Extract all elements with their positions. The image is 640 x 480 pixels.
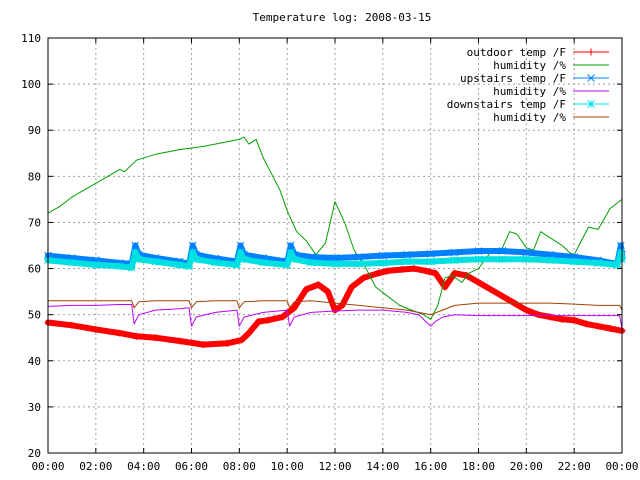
data-point <box>283 261 292 269</box>
y-tick-label: 100 <box>21 78 41 91</box>
axis-ticks: 20 30 40 50 60 70 80 90 100 110 00:00 02:00 04:00 06:… <box>21 32 638 473</box>
chart-title: Temperature log: 2008-03-15 <box>253 11 432 24</box>
x-tick-label: 06:00 <box>175 460 208 473</box>
data-point <box>402 250 411 259</box>
y-tick-label: 90 <box>28 124 41 137</box>
data-point <box>498 247 507 255</box>
series-line <box>47 136 623 320</box>
data-point <box>151 257 160 266</box>
data-point <box>236 241 245 250</box>
series-6 <box>47 300 623 316</box>
data-point <box>474 247 483 255</box>
series-2 <box>47 136 623 320</box>
data-point <box>131 241 140 250</box>
data-point <box>613 261 622 269</box>
data-point <box>290 255 299 264</box>
series-line <box>47 300 623 316</box>
legend-entry-label: humidity /% <box>493 111 566 124</box>
x-tick-label: 16:00 <box>414 460 447 473</box>
data-point <box>188 241 197 250</box>
legend-entry-label: humidity /% <box>493 85 566 98</box>
data-point <box>286 241 295 250</box>
data-point <box>192 255 201 264</box>
x-tick-label: 12:00 <box>318 460 351 473</box>
y-tick-label: 110 <box>21 32 41 45</box>
series-5 <box>44 248 626 272</box>
x-tick-label: 22:00 <box>558 460 591 473</box>
data-point <box>616 248 625 257</box>
series-1 <box>44 265 626 349</box>
series-line <box>47 304 623 329</box>
legend-marker <box>587 74 595 82</box>
data-point <box>233 261 241 269</box>
data-point <box>402 257 411 266</box>
legend-entry-label: humidity /% <box>493 59 566 72</box>
data-point <box>378 259 387 267</box>
data-point <box>240 255 248 264</box>
x-tick-label: 04:00 <box>127 460 160 473</box>
data-point <box>426 257 435 266</box>
data-point <box>68 258 76 267</box>
data-point <box>570 257 579 266</box>
data-point <box>498 255 507 264</box>
data-point <box>522 248 531 257</box>
x-tick-label: 08:00 <box>223 460 256 473</box>
y-tick-label: 50 <box>28 309 41 322</box>
data-point <box>127 263 136 272</box>
y-tick-label: 30 <box>28 401 41 414</box>
gridlines <box>48 38 622 453</box>
data-point <box>211 258 220 267</box>
data-point <box>175 261 184 269</box>
data-point <box>522 255 531 264</box>
data-point <box>546 256 555 265</box>
data-point <box>259 258 268 267</box>
data-point <box>91 261 100 269</box>
data-point <box>135 255 143 264</box>
data-point <box>185 262 193 271</box>
data-point <box>188 248 197 257</box>
data-point <box>131 248 140 257</box>
x-tick-label: 14:00 <box>366 460 399 473</box>
x-tick-label: 18:00 <box>462 460 495 473</box>
legend-entry-label: upstairs temp /F <box>460 72 566 85</box>
data-point <box>236 248 245 257</box>
data-point <box>286 248 295 257</box>
data-point <box>331 260 339 268</box>
x-tick-label: 10:00 <box>271 460 304 473</box>
x-tick-label: 20:00 <box>510 460 543 473</box>
data-point <box>546 250 555 259</box>
x-tick-label: 00:00 <box>605 460 638 473</box>
data-point <box>355 253 363 261</box>
legend-entry-label: outdoor temp /F <box>467 46 566 59</box>
data-point <box>331 254 339 262</box>
data-point <box>355 260 363 268</box>
data-point <box>616 241 625 250</box>
legend-marker <box>587 100 595 108</box>
series-group <box>44 136 626 349</box>
x-tick-label: 00:00 <box>31 460 64 473</box>
data-point <box>307 258 315 267</box>
y-tick-label: 80 <box>28 170 41 183</box>
y-tick-label: 40 <box>28 355 41 368</box>
data-point <box>378 251 387 260</box>
data-point <box>474 255 483 264</box>
data-point <box>115 262 124 271</box>
series-4 <box>47 304 623 329</box>
data-point <box>450 256 459 265</box>
y-tick-label: 60 <box>28 263 41 276</box>
data-point <box>426 249 435 258</box>
x-tick-label: 02:00 <box>79 460 112 473</box>
y-tick-label: 20 <box>28 447 41 460</box>
data-point <box>594 259 602 267</box>
series-line <box>45 265 625 348</box>
data-point <box>450 248 459 257</box>
legend-entry-label: downstairs temp /F <box>447 98 566 111</box>
y-tick-label: 70 <box>28 216 41 229</box>
